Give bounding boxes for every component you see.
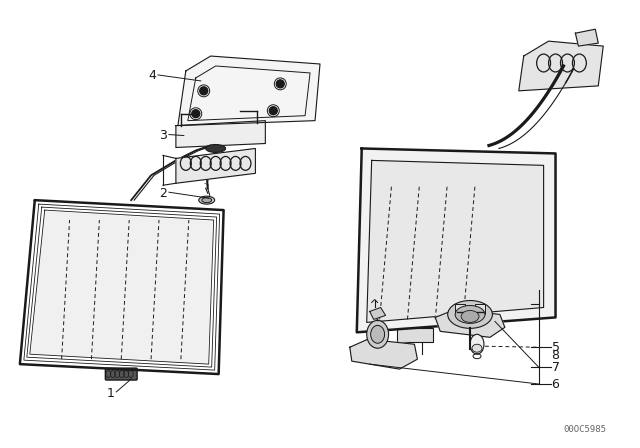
Text: 6: 6 <box>552 378 559 391</box>
Polygon shape <box>435 310 505 337</box>
Text: 4: 4 <box>148 69 156 82</box>
Polygon shape <box>178 56 320 125</box>
Ellipse shape <box>470 334 484 354</box>
Circle shape <box>269 107 277 115</box>
Ellipse shape <box>461 310 479 323</box>
Text: 5: 5 <box>552 341 559 354</box>
Ellipse shape <box>202 198 212 202</box>
Ellipse shape <box>205 145 225 152</box>
Polygon shape <box>370 307 385 319</box>
Ellipse shape <box>448 301 492 328</box>
FancyBboxPatch shape <box>475 305 485 314</box>
Ellipse shape <box>371 325 385 343</box>
Polygon shape <box>356 148 556 332</box>
Polygon shape <box>367 160 543 323</box>
Circle shape <box>276 80 284 88</box>
Polygon shape <box>519 41 604 91</box>
Circle shape <box>200 87 208 95</box>
Ellipse shape <box>367 320 388 348</box>
Polygon shape <box>575 29 598 46</box>
Ellipse shape <box>455 306 485 323</box>
FancyBboxPatch shape <box>106 368 137 380</box>
Polygon shape <box>350 339 417 369</box>
Text: 7: 7 <box>552 361 559 374</box>
Ellipse shape <box>199 196 214 204</box>
Text: 2: 2 <box>159 187 167 200</box>
Text: 00OC5985: 00OC5985 <box>563 425 607 434</box>
Text: 3: 3 <box>159 129 167 142</box>
Ellipse shape <box>472 344 482 352</box>
FancyBboxPatch shape <box>397 328 433 342</box>
Polygon shape <box>176 148 255 183</box>
Text: 8: 8 <box>552 349 559 362</box>
Text: 1: 1 <box>106 388 114 401</box>
Polygon shape <box>31 211 212 364</box>
Polygon shape <box>176 121 266 147</box>
FancyBboxPatch shape <box>455 305 465 314</box>
Circle shape <box>192 110 200 118</box>
